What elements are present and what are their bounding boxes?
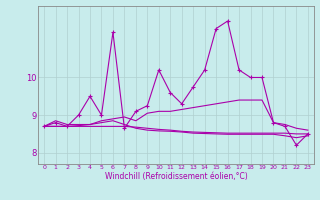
X-axis label: Windchill (Refroidissement éolien,°C): Windchill (Refroidissement éolien,°C) [105,172,247,181]
